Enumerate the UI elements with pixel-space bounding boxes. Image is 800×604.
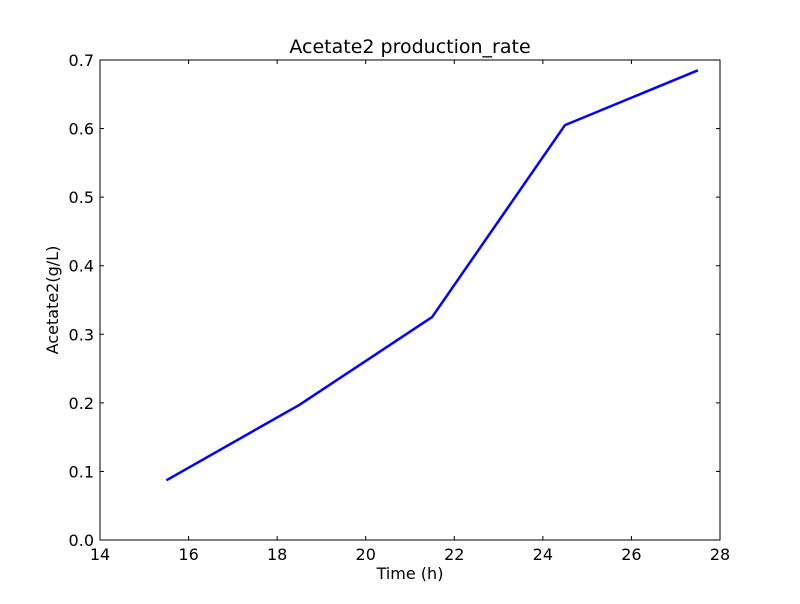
y-tick-label: 0.2 [69,394,94,413]
x-tick-label: 24 [533,545,553,564]
chart-title: Acetate2 production_rate [289,36,530,58]
y-tick-label: 0.1 [69,462,94,481]
x-tick-label: 18 [267,545,287,564]
x-tick-label: 22 [444,545,464,564]
y-tick-label: 0.0 [69,531,94,550]
y-tick-label: 0.7 [69,51,94,70]
y-tick-label: 0.6 [69,120,94,139]
x-tick-label: 20 [356,545,376,564]
x-tick-label: 16 [178,545,198,564]
x-tick-label: 28 [710,545,730,564]
y-tick-label: 0.5 [69,188,94,207]
y-axis-label: Acetate2(g/L) [43,246,62,355]
x-tick-label: 26 [621,545,641,564]
y-tick-label: 0.4 [69,257,94,276]
x-axis-label: Time (h) [376,564,444,583]
y-tick-label: 0.3 [69,325,94,344]
